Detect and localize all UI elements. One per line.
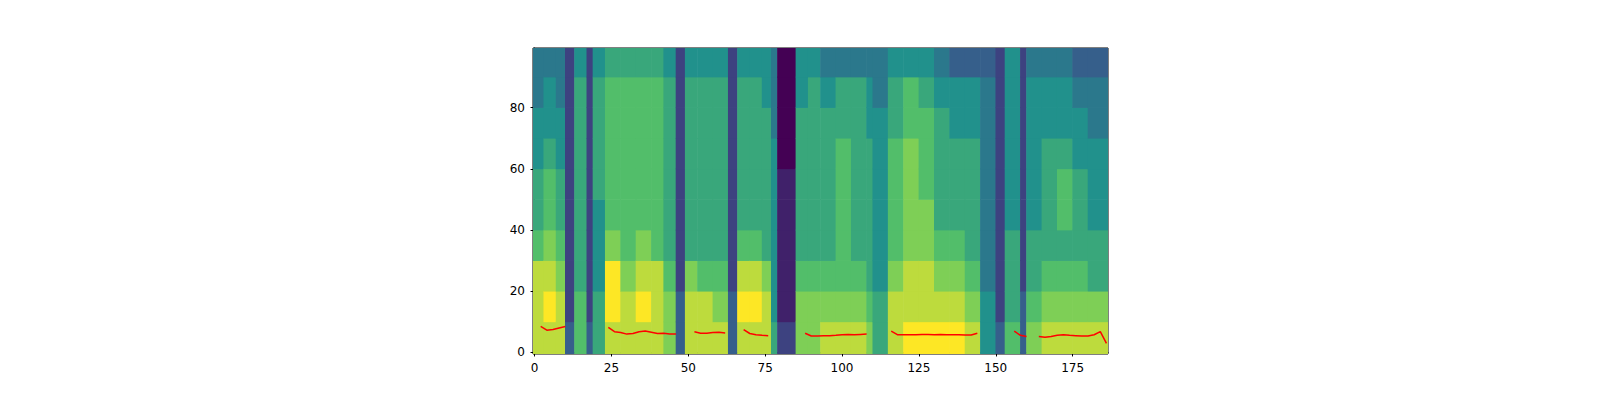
svg-text:175: 175 xyxy=(1061,361,1084,375)
svg-text:75: 75 xyxy=(758,361,773,375)
svg-text:60: 60 xyxy=(510,162,525,176)
svg-text:0: 0 xyxy=(517,345,525,359)
svg-text:100: 100 xyxy=(831,361,854,375)
svg-text:0: 0 xyxy=(531,361,539,375)
svg-text:50: 50 xyxy=(681,361,696,375)
svg-text:80: 80 xyxy=(510,101,525,115)
svg-text:40: 40 xyxy=(510,223,525,237)
svg-text:150: 150 xyxy=(984,361,1007,375)
svg-text:25: 25 xyxy=(604,361,619,375)
svg-text:125: 125 xyxy=(907,361,930,375)
svg-text:20: 20 xyxy=(510,284,525,298)
